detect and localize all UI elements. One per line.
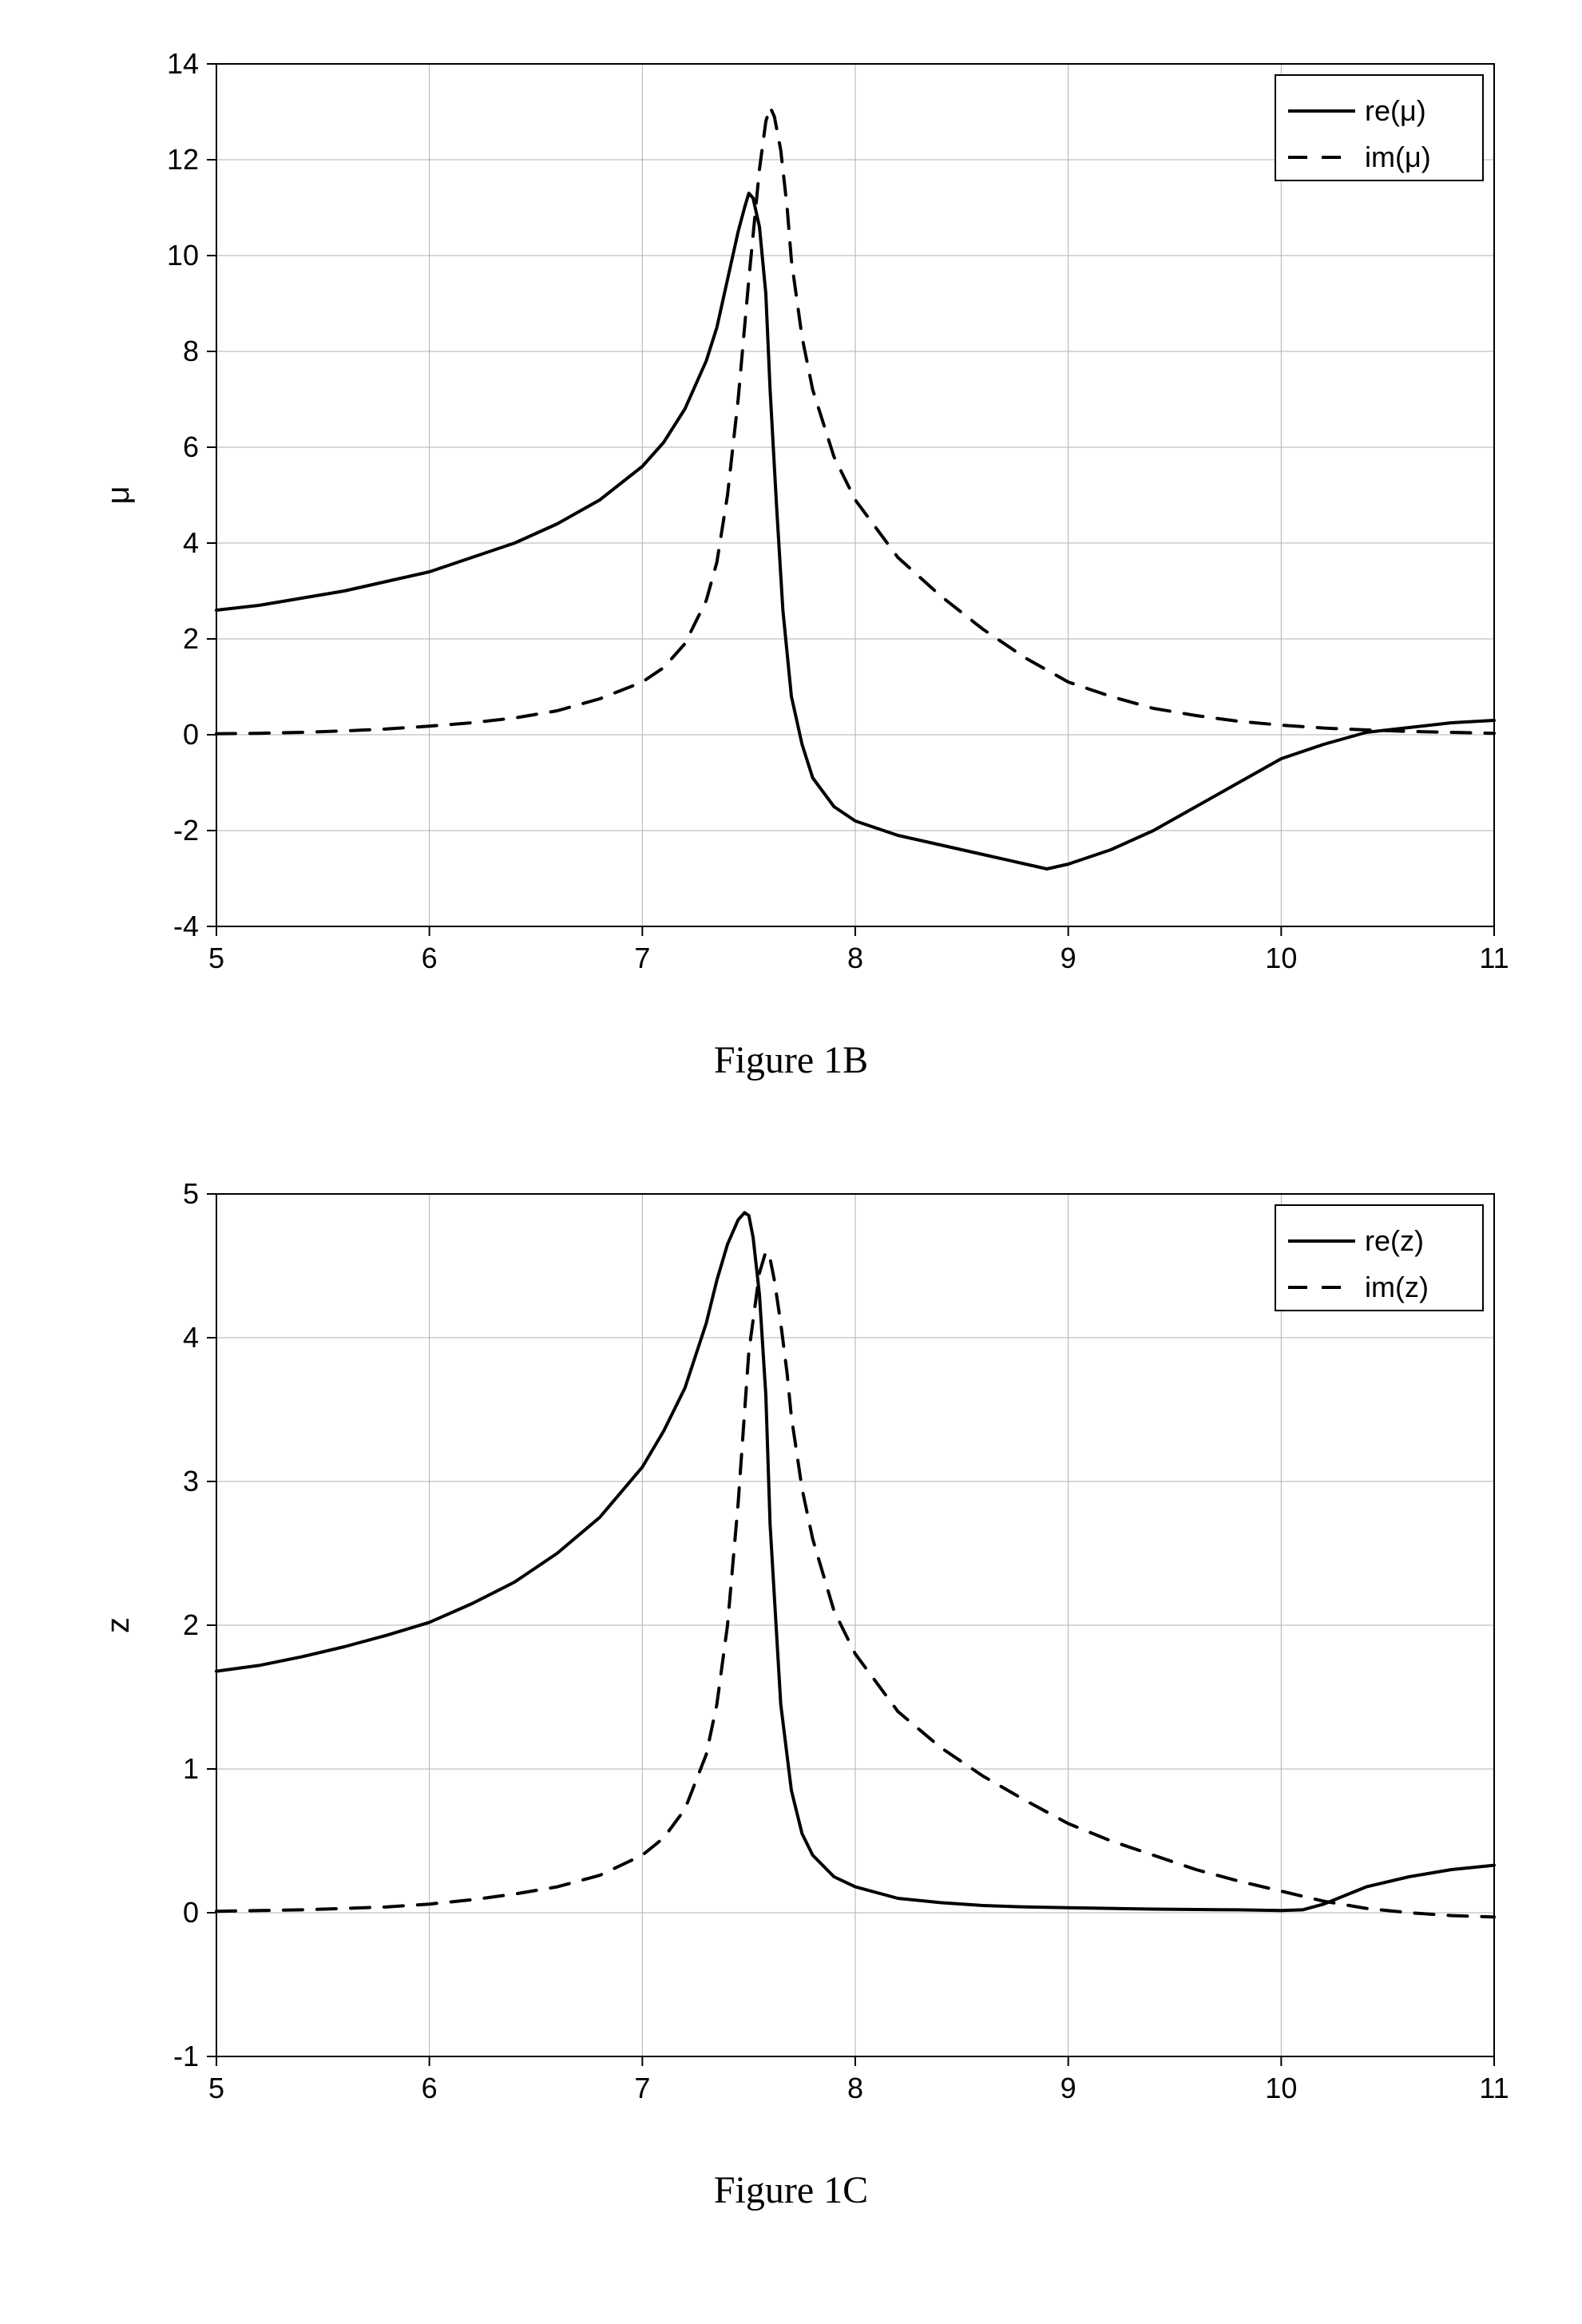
svg-text:6: 6 (182, 430, 198, 463)
svg-text:10: 10 (1265, 942, 1297, 974)
chart-1b-title: Figure 1B (73, 1038, 1510, 1082)
svg-text:3: 3 (182, 1465, 198, 1497)
chart-1c: 5 6 7 8 9 10 11 -1 0 1 2 3 4 5 z re(z) im(z) (73, 1162, 1542, 2152)
svg-text:9: 9 (1060, 2072, 1076, 2104)
svg-text:11: 11 (1479, 942, 1509, 974)
svg-text:6: 6 (421, 942, 437, 974)
svg-text:6: 6 (421, 2072, 437, 2104)
svg-text:10: 10 (1265, 2072, 1297, 2104)
svg-text:8: 8 (847, 2072, 862, 2104)
svg-text:4: 4 (182, 526, 198, 559)
chart-1c-wrapper: 5 6 7 8 9 10 11 -1 0 1 2 3 4 5 z re(z) im(z) Figure 1C (73, 1162, 1510, 2212)
svg-text:7: 7 (634, 942, 650, 974)
svg-text:8: 8 (182, 335, 198, 367)
svg-text:5: 5 (208, 2072, 224, 2104)
svg-text:2: 2 (182, 1608, 198, 1641)
svg-text:9: 9 (1060, 942, 1076, 974)
svg-text:0: 0 (182, 1896, 198, 1929)
svg-text:5: 5 (208, 942, 224, 974)
svg-text:re(μ): re(μ) (1365, 94, 1426, 127)
svg-text:z: z (101, 1617, 136, 1633)
svg-text:7: 7 (634, 2072, 650, 2104)
svg-text:2: 2 (182, 622, 198, 655)
svg-text:-1: -1 (172, 2040, 198, 2072)
svg-text:μ: μ (101, 486, 136, 504)
chart-1b: 5 6 7 8 9 10 11 -4 -2 0 2 4 6 8 10 12 14 μ re(μ) im(μ) (73, 32, 1542, 1022)
svg-text:4: 4 (182, 1321, 198, 1354)
svg-text:im(μ): im(μ) (1365, 141, 1431, 173)
svg-text:11: 11 (1479, 2072, 1509, 2104)
svg-text:10: 10 (166, 239, 198, 272)
svg-text:8: 8 (847, 942, 862, 974)
svg-text:14: 14 (166, 47, 198, 80)
chart-1c-title: Figure 1C (73, 2168, 1510, 2212)
svg-text:5: 5 (182, 1177, 198, 1210)
chart-1b-wrapper: 5 6 7 8 9 10 11 -4 -2 0 2 4 6 8 10 12 14 μ re(μ) im(μ) Figu… (73, 32, 1510, 1082)
svg-text:re(z): re(z) (1365, 1224, 1424, 1257)
svg-text:1: 1 (182, 1752, 198, 1785)
svg-text:12: 12 (166, 143, 198, 176)
svg-text:0: 0 (182, 718, 198, 751)
figure-container: 567891011-4-202468101214μre(μ)im(μ) Figu… (73, 32, 1510, 2212)
svg-text:-4: -4 (172, 910, 198, 942)
svg-text:im(z): im(z) (1365, 1271, 1429, 1303)
svg-text:-2: -2 (172, 814, 198, 847)
